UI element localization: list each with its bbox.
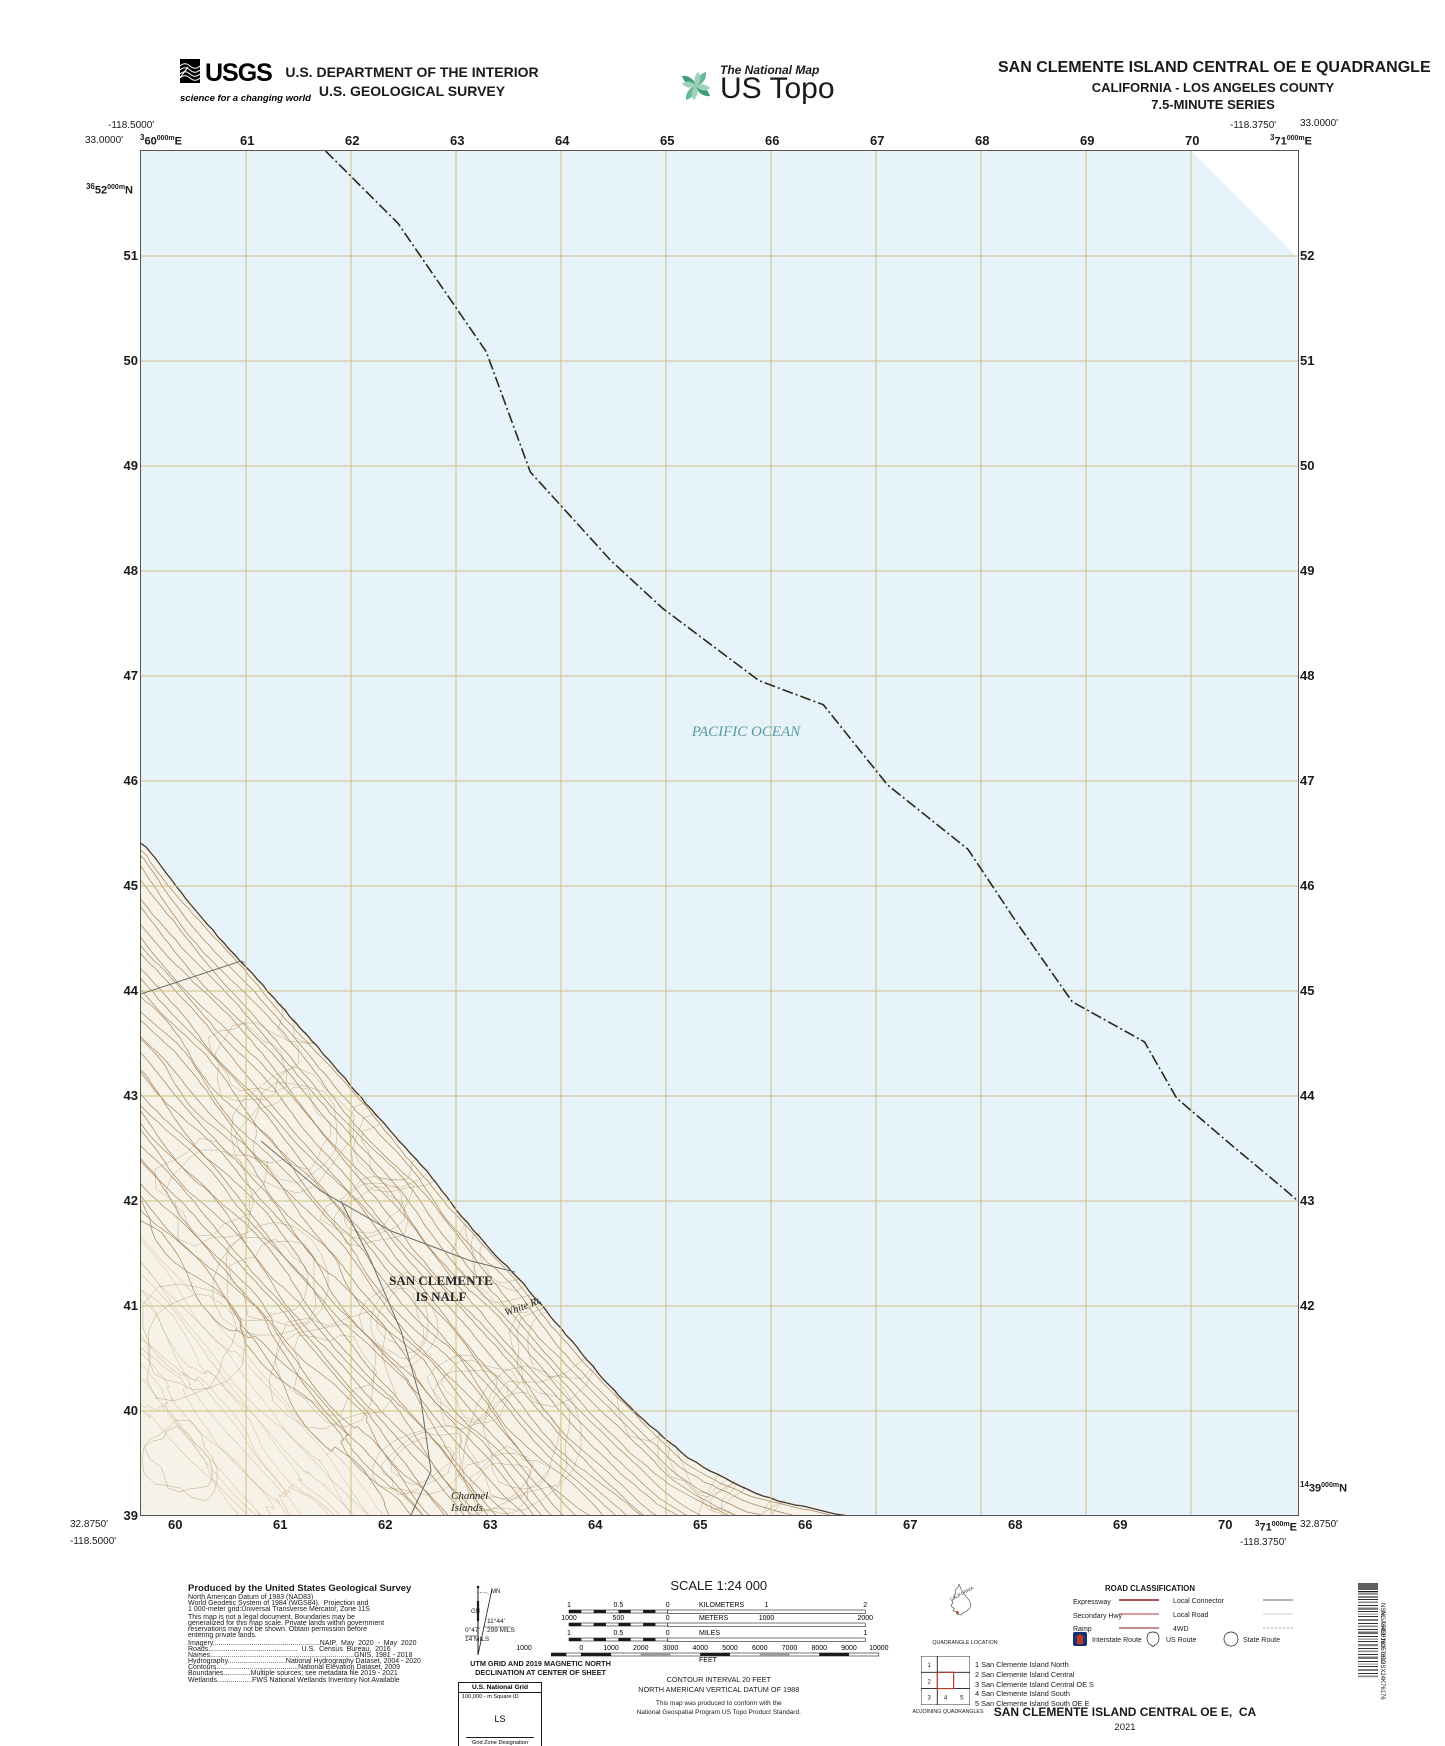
svg-text:6000: 6000 (752, 1645, 768, 1652)
svg-text:US Topo: US Topo (720, 72, 835, 105)
svg-text:1: 1 (567, 1630, 571, 1637)
svg-text:4: 4 (944, 1696, 948, 1702)
svg-text:Local Connector: Local Connector (1173, 1598, 1225, 1605)
svg-text:3000: 3000 (662, 1645, 678, 1652)
svg-text:0: 0 (579, 1645, 583, 1652)
svg-text:4000: 4000 (692, 1645, 708, 1652)
svg-text:2000: 2000 (857, 1615, 873, 1622)
svg-text:GN: GN (471, 1609, 480, 1615)
svg-text:NGA REF NO. USGSX24K76176: NGA REF NO. USGSX24K76176 (1379, 1611, 1385, 1700)
svg-text:7000: 7000 (781, 1645, 797, 1652)
svg-text:FEET: FEET (699, 1657, 718, 1664)
svg-text:5: 5 (960, 1696, 964, 1702)
svg-text:Local Road: Local Road (1173, 1612, 1209, 1619)
svg-text:1: 1 (863, 1630, 867, 1637)
svg-text:1: 1 (928, 1663, 932, 1669)
svg-text:8000: 8000 (811, 1645, 827, 1652)
svg-text:METERS: METERS (699, 1615, 729, 1622)
svg-text:US Route: US Route (1166, 1637, 1196, 1644)
svg-text:0: 0 (666, 1630, 670, 1637)
svg-text:0.5: 0.5 (613, 1602, 623, 1609)
svg-text:1: 1 (567, 1602, 571, 1609)
svg-text:1000: 1000 (758, 1615, 774, 1622)
svg-text:MILES: MILES (699, 1630, 720, 1637)
svg-text:0: 0 (666, 1615, 670, 1622)
svg-text:2: 2 (928, 1679, 932, 1685)
svg-text:KILOMETERS: KILOMETERS (699, 1602, 744, 1609)
svg-text:Interstate Route: Interstate Route (1092, 1637, 1142, 1644)
svg-text:0: 0 (666, 1602, 670, 1609)
svg-text:USGS: USGS (205, 59, 272, 87)
svg-text:1000: 1000 (603, 1645, 619, 1652)
svg-text:9000: 9000 (841, 1645, 857, 1652)
svg-text:Channel: Channel (451, 1490, 488, 1502)
svg-text:Islands: Islands (450, 1502, 483, 1514)
svg-text:11°44': 11°44' (487, 1617, 505, 1625)
svg-text:1000: 1000 (516, 1645, 532, 1652)
svg-text:500: 500 (612, 1615, 624, 1622)
svg-text:2000: 2000 (633, 1645, 649, 1652)
svg-text:0°47': 0°47' (465, 1626, 480, 1634)
svg-text:SAN CLEMENTE: SAN CLEMENTE (389, 1273, 493, 1288)
svg-text:5000: 5000 (722, 1645, 738, 1652)
svg-text:2: 2 (863, 1602, 867, 1609)
svg-text:State Route: State Route (1243, 1637, 1280, 1644)
svg-text:1: 1 (764, 1602, 768, 1609)
svg-text:IS NALF: IS NALF (416, 1289, 467, 1304)
svg-text:10000: 10000 (869, 1645, 889, 1652)
svg-text:299 MILS: 299 MILS (487, 1627, 515, 1634)
svg-text:0.5: 0.5 (613, 1630, 623, 1637)
svg-text:1000: 1000 (561, 1615, 577, 1622)
svg-text:3: 3 (928, 1696, 932, 1702)
svg-text:CALIFORNIA: CALIFORNIA (949, 1585, 974, 1602)
svg-text:MN: MN (491, 1589, 500, 1595)
svg-text:PACIFIC OCEAN: PACIFIC OCEAN (691, 724, 801, 740)
svg-text:14 MILS: 14 MILS (465, 1636, 490, 1643)
